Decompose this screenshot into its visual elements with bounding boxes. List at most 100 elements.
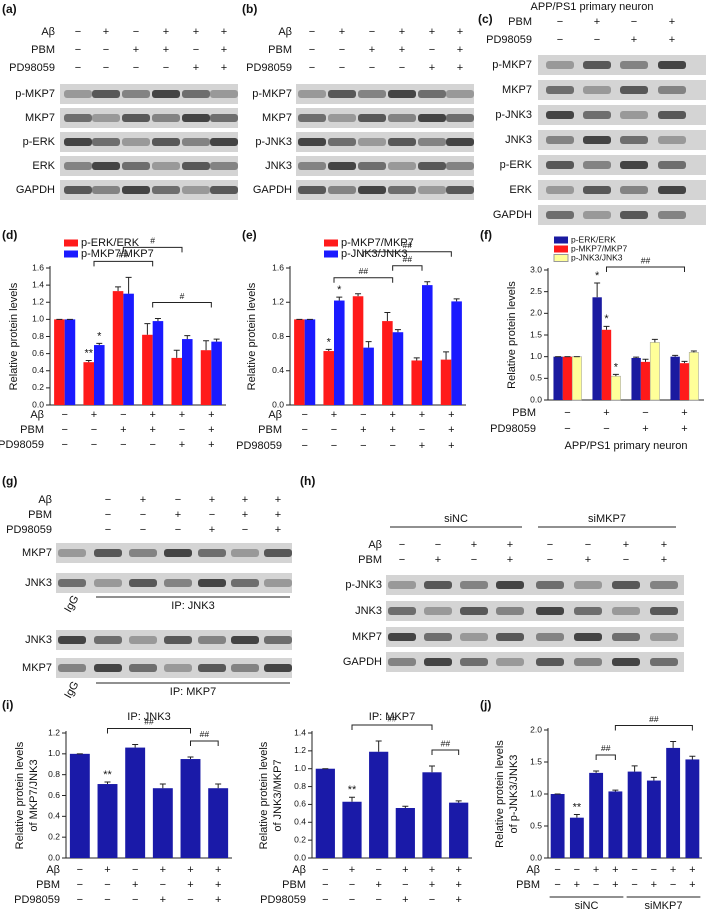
condition-value: +: [179, 409, 185, 421]
y-tick-label: 0.0: [48, 852, 60, 862]
y-tick-label: 1.6: [272, 262, 284, 272]
error-bar: [690, 350, 697, 353]
blot-band: [658, 111, 686, 119]
y-tick-label: 0.6: [32, 348, 44, 358]
blot-band: [388, 607, 416, 615]
condition-label: PBM: [31, 44, 55, 56]
blot-band: [658, 211, 686, 219]
blot-band: [546, 86, 574, 94]
condition-value: −: [399, 62, 405, 74]
condition-value: −: [339, 44, 345, 56]
blot-band: [424, 607, 452, 615]
group-label: siMKP7: [588, 513, 626, 525]
significance: *: [614, 361, 619, 373]
bar: [200, 350, 212, 405]
error-bar: [154, 318, 161, 322]
blot-band: [574, 607, 602, 615]
condition-value: −: [77, 864, 83, 876]
condition-value: +: [669, 34, 675, 46]
condition-value: −: [547, 539, 553, 551]
y-tick-label: 1.4: [294, 727, 306, 737]
bar: [211, 341, 222, 405]
error-bar: [650, 776, 657, 781]
condition-value: −: [399, 539, 405, 551]
blot-band: [650, 581, 678, 589]
condition-value: +: [429, 26, 435, 38]
blot-band: [388, 186, 416, 194]
condition-label: PBM: [282, 879, 306, 891]
row-label: GAPDH: [493, 209, 532, 221]
legend-label: p-MKP7/MKP7: [341, 237, 414, 249]
condition-value: −: [140, 509, 146, 521]
y-tick-label: 0.2: [48, 831, 60, 841]
blot-band: [328, 186, 356, 194]
row-label: MKP7: [22, 662, 52, 674]
error-bar: [355, 293, 362, 297]
blot-band: [231, 549, 259, 557]
y-tick-label: 1.2: [272, 297, 284, 307]
y-tick-label: 3.0: [530, 264, 542, 274]
y-axis-title: Relative protein levels: [506, 281, 518, 389]
condition-value: −: [564, 423, 570, 435]
condition-value: −: [309, 26, 315, 38]
condition-label: PBM: [516, 879, 540, 891]
condition-value: −: [585, 539, 591, 551]
blot-title: APP/PS1 primary neuron: [531, 1, 654, 13]
row-label: ERK: [32, 160, 55, 172]
condition-value: −: [642, 407, 648, 419]
condition-value: +: [661, 554, 667, 566]
legend-swatch: [64, 239, 78, 247]
error-bar: [325, 348, 332, 352]
error-bar: [184, 335, 191, 340]
blot-band: [58, 549, 86, 557]
blot-band: [388, 138, 416, 146]
legend-label: p-ERK/ERK: [81, 237, 140, 249]
y-tick-label: 1.6: [32, 262, 44, 272]
condition-value: −: [349, 894, 355, 906]
bracket: [190, 740, 219, 746]
error-bar: [424, 281, 431, 286]
row-label: MKP7: [25, 112, 55, 124]
blot-band: [418, 114, 446, 122]
error-bar: [159, 783, 166, 789]
blot-band: [152, 114, 180, 122]
bracket: [362, 251, 452, 257]
error-bar: [593, 770, 600, 773]
blot-band: [446, 138, 474, 146]
error-bar: [573, 813, 580, 818]
blot-band: [583, 186, 611, 194]
x-axis-title: APP/PS1 primary neuron: [565, 440, 688, 452]
blot-band: [446, 114, 474, 122]
blot-band: [164, 664, 192, 672]
condition-value: +: [208, 439, 214, 451]
blot-strip: [386, 652, 684, 672]
condition-value: −: [301, 424, 307, 436]
blot-band: [446, 90, 474, 98]
condition-value: +: [429, 864, 435, 876]
condition-value: +: [507, 539, 513, 551]
condition-value: +: [339, 26, 345, 38]
condition-value: +: [209, 494, 215, 506]
condition-value: −: [419, 424, 425, 436]
blot-band: [620, 161, 648, 169]
condition-value: +: [574, 879, 580, 891]
row-label: p-JNK3: [345, 579, 382, 591]
blot-band: [122, 162, 150, 170]
blot-band: [546, 161, 574, 169]
blot-band: [424, 658, 452, 666]
blot-strip: [296, 132, 474, 152]
condition-value: −: [631, 864, 637, 876]
condition-value: +: [661, 539, 667, 551]
condition-value: +: [457, 62, 463, 74]
condition-value: −: [309, 44, 315, 56]
blot-band: [328, 114, 356, 122]
bracket-label: ##: [200, 729, 210, 739]
bracket-label: ##: [649, 714, 659, 724]
condition-value: −: [369, 26, 375, 38]
blot-band: [264, 549, 292, 557]
blot-band: [658, 161, 686, 169]
condition-value: +: [429, 62, 435, 74]
bar: [679, 363, 690, 400]
condition-value: −: [349, 879, 355, 891]
condition-value: −: [593, 879, 599, 891]
